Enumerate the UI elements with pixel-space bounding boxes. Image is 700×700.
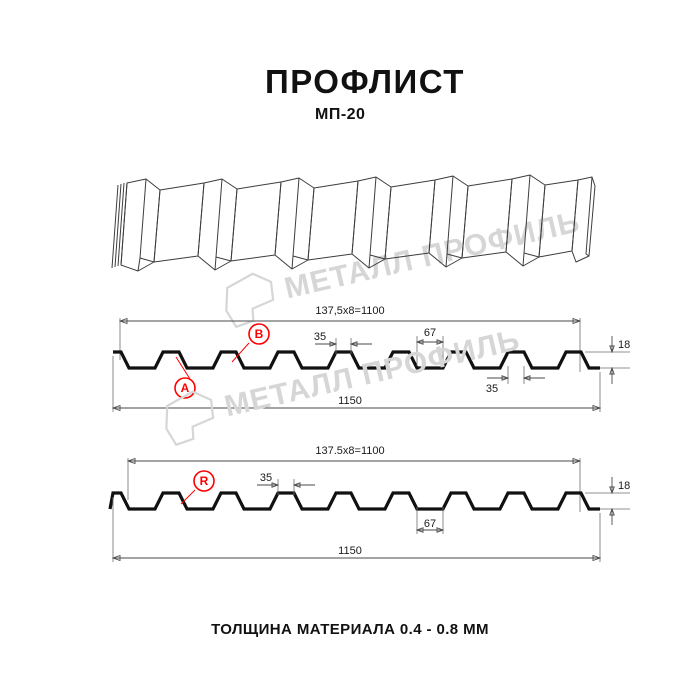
marker-b[interactable]: B [231,323,270,363]
material-thickness-caption: ТОЛЩИНА МАТЕРИАЛА 0.4 - 0.8 ММ [211,621,489,638]
profile-cross-section-2 [108,491,600,511]
watermark-1: МЕТАЛЛ ПРОФИЛЬ [225,205,583,329]
bottom-dimension-label: 1150 [338,545,362,557]
metal-profile-logo-icon [225,272,275,329]
watermark-2: МЕТАЛЛ ПРОФИЛЬ [165,323,523,447]
isometric-corrugated-sheet [111,174,596,272]
marker-a-label: A [181,381,190,395]
marker-r-label: R [200,474,209,488]
section-a-b: 137,5x8=1100 35 67 35 18 [111,305,630,412]
page-subtitle: МП-20 [315,106,365,123]
page-title: ПРОФЛИСТ [265,63,465,100]
valley-width-label: 67 [424,327,436,339]
marker-b-circle [248,323,270,345]
metal-profile-logo-icon [165,390,215,447]
height-dimension-label: 18 [618,339,630,351]
profile-cross-section-1 [113,350,600,370]
marker-a[interactable]: A [174,356,196,399]
height-dimension-label: 18 [618,480,630,492]
crest-width-label-upper: 35 [314,331,326,343]
section-r: 137.5x8=1100 35 67 18 1150 [108,445,630,562]
top-dimension-label: 137.5x8=1100 [315,445,384,457]
crest-width-label: 35 [260,472,272,484]
valley-width-label: 67 [424,518,436,530]
crest-width-label-lower: 35 [486,383,498,395]
bottom-dimension-label: 1150 [338,395,362,407]
marker-b-label: B [255,327,264,341]
marker-r[interactable]: R [180,470,215,505]
marker-r-circle [193,470,215,492]
marker-a-circle [174,377,196,399]
top-dimension-label: 137,5x8=1100 [315,305,384,317]
